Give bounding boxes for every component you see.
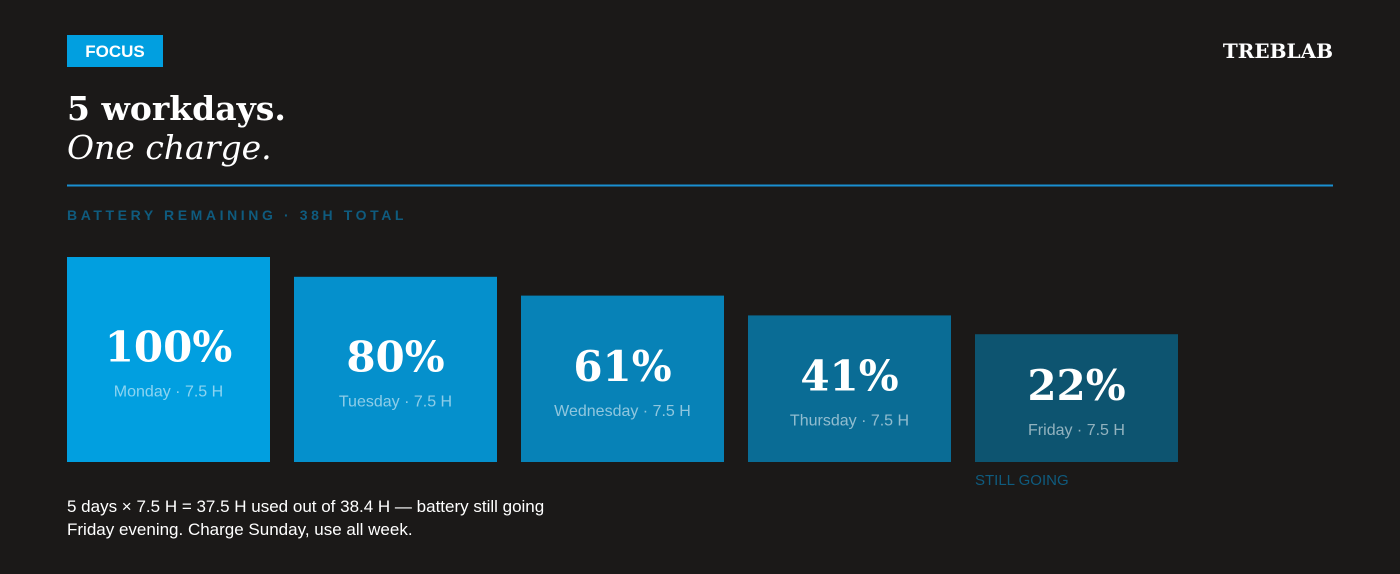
badge-bg (67, 35, 163, 67)
footnote: Friday evening. Charge Sunday, use all w… (67, 520, 413, 539)
category-label: Thursday · 7.5 H (790, 413, 909, 430)
bar (521, 295, 724, 462)
bar (294, 276, 497, 462)
value-label: 100% (105, 323, 233, 372)
badge: FOCUS (85, 42, 145, 61)
bar (748, 315, 951, 462)
chart-subtitle: One charge. (67, 128, 272, 167)
category-label: Friday · 7.5 H (1028, 422, 1125, 439)
category-label: Wednesday · 7.5 H (554, 403, 691, 420)
value-label: 61% (573, 342, 671, 391)
annotation: STILL GOING (975, 472, 1069, 489)
bar (67, 257, 270, 462)
category-label: Monday · 7.5 H (114, 384, 223, 401)
brand: TREBLAB (1223, 39, 1333, 63)
value-label: 22% (1027, 361, 1125, 410)
chart-title: 5 workdays. (67, 89, 286, 128)
value-label: 41% (800, 352, 898, 401)
footnote: 5 days × 7.5 H = 37.5 H used out of 38.4… (67, 497, 544, 516)
bar (975, 334, 1178, 462)
axis-label: BATTERY REMAINING · 38H TOTAL (67, 207, 407, 223)
value-label: 80% (346, 332, 444, 381)
category-label: Tuesday · 7.5 H (339, 393, 452, 410)
